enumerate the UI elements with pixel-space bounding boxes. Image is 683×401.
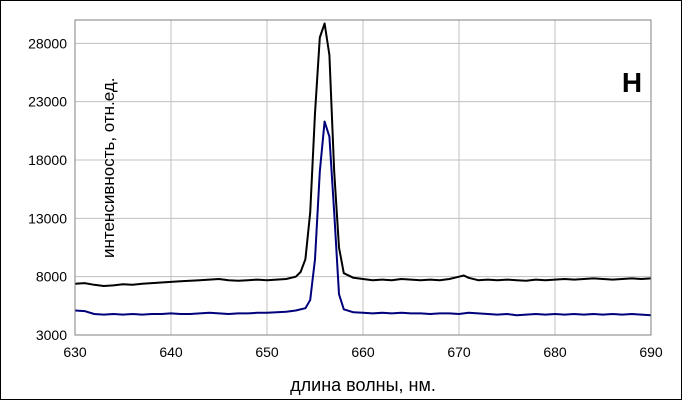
- y-axis-label: интенсивность, отн.ед.: [99, 78, 118, 258]
- y-tick-label: 23000: [28, 94, 67, 110]
- tick-labels: 630 640 650 660 670 680 690 3000 8000 13000 18000 2…: [28, 35, 663, 360]
- x-tick-label: 670: [447, 344, 471, 360]
- x-axis-label: длина волны, нм.: [290, 375, 436, 395]
- y-tick-label: 18000: [28, 152, 67, 168]
- x-tick-label: 660: [351, 344, 375, 360]
- x-tick-label: 650: [255, 344, 279, 360]
- upper-spectrum-line: [74, 22, 652, 287]
- y-tick-label: 13000: [28, 210, 67, 226]
- y-tick-label: 8000: [36, 269, 67, 285]
- element-annotation: H: [622, 67, 642, 98]
- y-tick-label: 3000: [36, 327, 67, 343]
- plot-area-border: [74, 19, 652, 336]
- y-tick-label: 28000: [28, 35, 67, 51]
- x-tick-label: 640: [159, 344, 183, 360]
- x-tick-label: 690: [639, 344, 663, 360]
- lower-spectrum-line: [74, 120, 652, 317]
- x-tick-label: 630: [63, 344, 87, 360]
- x-tick-label: 680: [543, 344, 567, 360]
- data-series: [74, 22, 652, 317]
